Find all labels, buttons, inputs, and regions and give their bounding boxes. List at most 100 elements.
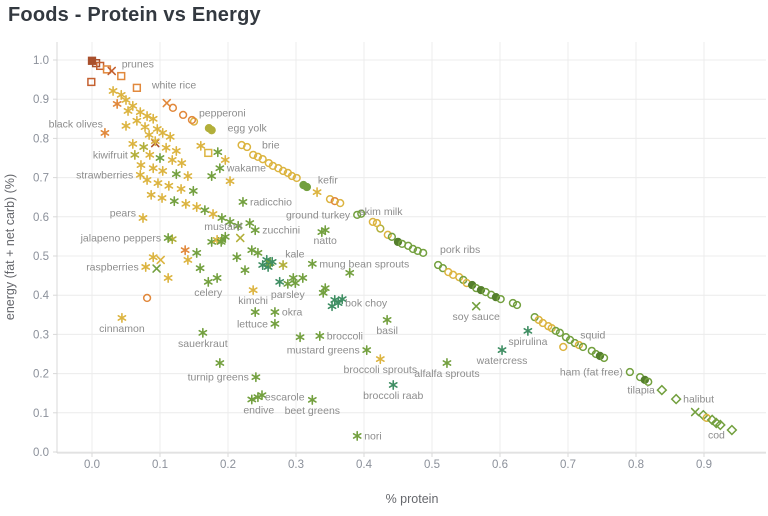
data-point[interactable] xyxy=(112,98,122,109)
data-point[interactable] xyxy=(168,103,178,112)
data-point[interactable] xyxy=(158,165,168,176)
point-ground-turkey[interactable] xyxy=(353,210,362,219)
point-pepperoni[interactable] xyxy=(187,115,197,125)
data-point[interactable] xyxy=(183,171,193,182)
data-point[interactable] xyxy=(171,169,181,180)
data-point[interactable] xyxy=(298,272,308,283)
point-kale[interactable] xyxy=(267,256,277,267)
point-soy-sauce[interactable] xyxy=(471,301,481,311)
data-point[interactable] xyxy=(318,287,328,298)
point-skim-milk[interactable] xyxy=(372,218,382,228)
point-spirulina[interactable] xyxy=(523,325,533,336)
data-point[interactable] xyxy=(150,136,160,147)
data-point[interactable] xyxy=(232,252,242,263)
data-point[interactable] xyxy=(599,353,609,363)
point-sauerkraut[interactable] xyxy=(198,327,208,338)
point-turnip-greens[interactable] xyxy=(251,372,261,383)
data-point[interactable] xyxy=(153,178,163,189)
data-point[interactable] xyxy=(128,138,138,149)
data-point[interactable] xyxy=(253,152,263,161)
data-point[interactable] xyxy=(357,209,366,218)
point-broccoli-raab[interactable] xyxy=(388,379,398,390)
data-point[interactable] xyxy=(345,267,355,278)
point-black-olives[interactable] xyxy=(100,127,110,138)
point-prunes[interactable] xyxy=(107,66,117,76)
data-point[interactable] xyxy=(393,237,403,247)
point-basil[interactable] xyxy=(382,314,392,325)
point-kimchi[interactable] xyxy=(248,285,258,296)
data-point[interactable] xyxy=(128,100,138,111)
data-point[interactable] xyxy=(275,276,285,287)
data-point[interactable] xyxy=(570,338,579,348)
point-alfalfa-sprouts[interactable] xyxy=(442,358,452,369)
data-point[interactable] xyxy=(225,176,235,187)
data-point[interactable] xyxy=(108,85,118,96)
point-broccoli[interactable] xyxy=(315,330,325,341)
data-point[interactable] xyxy=(714,419,726,431)
point-wakame[interactable] xyxy=(215,163,225,174)
point-jalapeno-peppers[interactable] xyxy=(163,232,173,243)
data-point[interactable] xyxy=(207,171,217,182)
data-point[interactable] xyxy=(162,98,172,108)
data-point[interactable] xyxy=(258,155,267,164)
point-ham-fat-free-[interactable] xyxy=(625,367,635,377)
data-point[interactable] xyxy=(204,148,213,158)
point-mustard-greens[interactable] xyxy=(362,345,372,356)
data-point[interactable] xyxy=(140,122,150,133)
data-point[interactable] xyxy=(189,117,199,126)
data-point[interactable] xyxy=(408,244,418,254)
data-point[interactable] xyxy=(508,298,518,308)
data-point[interactable] xyxy=(121,94,131,105)
data-point[interactable] xyxy=(258,260,268,271)
point-zucchini[interactable] xyxy=(250,225,260,236)
data-point[interactable] xyxy=(123,105,133,116)
data-point[interactable] xyxy=(196,140,206,151)
point-broccoli-sprouts[interactable] xyxy=(375,354,385,365)
data-point[interactable] xyxy=(278,166,288,176)
data-point[interactable] xyxy=(208,209,218,220)
data-point[interactable] xyxy=(207,236,217,247)
data-point[interactable] xyxy=(136,160,146,171)
data-point[interactable] xyxy=(290,278,300,289)
data-point[interactable] xyxy=(146,189,156,200)
data-point[interactable] xyxy=(250,307,260,318)
data-point[interactable] xyxy=(213,147,223,158)
data-point[interactable] xyxy=(292,173,301,183)
data-point[interactable] xyxy=(212,272,222,283)
data-point[interactable] xyxy=(188,185,198,196)
point-okra[interactable] xyxy=(270,307,280,318)
point-egg-yolk[interactable] xyxy=(207,126,216,135)
point-cod[interactable] xyxy=(726,424,738,436)
data-point[interactable] xyxy=(155,153,165,163)
point-tilapia[interactable] xyxy=(656,384,668,396)
data-point[interactable] xyxy=(135,107,145,118)
data-point[interactable] xyxy=(336,198,345,208)
data-point[interactable] xyxy=(177,158,187,169)
data-point[interactable] xyxy=(217,212,227,223)
data-point[interactable] xyxy=(148,252,158,263)
data-point[interactable] xyxy=(145,149,155,160)
data-point[interactable] xyxy=(142,174,152,185)
data-point[interactable] xyxy=(225,216,235,227)
data-point[interactable] xyxy=(156,255,165,265)
data-point[interactable] xyxy=(132,115,142,126)
data-point[interactable] xyxy=(192,247,202,258)
data-point[interactable] xyxy=(121,120,131,131)
data-point[interactable] xyxy=(216,236,226,247)
data-point[interactable] xyxy=(512,300,522,310)
data-point[interactable] xyxy=(171,145,181,156)
data-point[interactable] xyxy=(142,293,152,303)
data-point[interactable] xyxy=(176,183,186,194)
data-point[interactable] xyxy=(169,196,179,207)
data-point[interactable] xyxy=(690,407,700,417)
data-point[interactable] xyxy=(574,340,584,350)
data-point[interactable] xyxy=(87,77,96,87)
data-point[interactable] xyxy=(595,351,605,361)
point-white-rice[interactable] xyxy=(132,83,142,92)
data-point[interactable] xyxy=(183,254,193,265)
point-nori[interactable] xyxy=(352,430,362,441)
data-point[interactable] xyxy=(158,127,168,138)
data-point[interactable] xyxy=(117,71,126,81)
data-point[interactable] xyxy=(215,358,225,369)
point-pears[interactable] xyxy=(138,212,148,223)
